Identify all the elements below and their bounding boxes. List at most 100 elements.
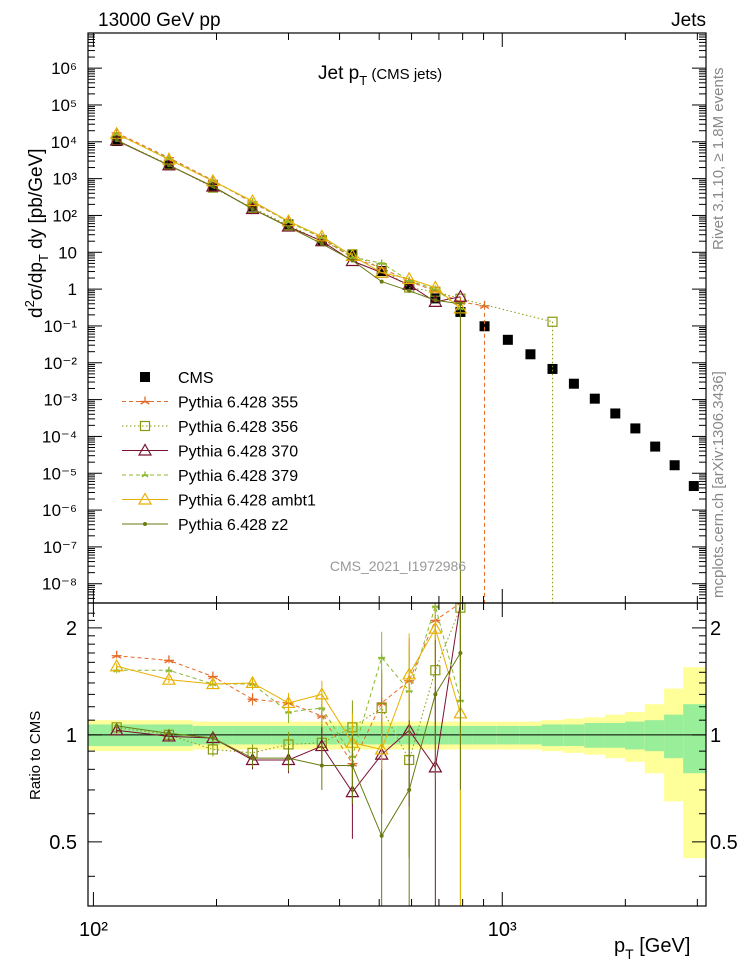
data-point xyxy=(428,280,443,293)
data-point xyxy=(161,672,176,685)
ratio-frame xyxy=(87,602,707,907)
side-label-top: Rivet 3.1.10, ≥ 1.8M events xyxy=(710,68,727,251)
data-point xyxy=(374,265,389,278)
data-point xyxy=(166,163,171,168)
data-point xyxy=(247,201,258,212)
data-point xyxy=(113,130,121,137)
data-point xyxy=(428,621,443,634)
data-point xyxy=(378,654,386,660)
ratio-y-tick-label-right: 2 xyxy=(710,618,721,640)
data-point xyxy=(669,460,680,471)
data-point xyxy=(286,224,291,229)
ratio-y-axis-label: Ratio to CMS xyxy=(27,711,44,800)
y-tick-label: 1 xyxy=(68,280,77,299)
legend-entry-label: Pythia 6.428 ambt1 xyxy=(178,493,316,510)
data-point xyxy=(249,197,257,204)
data-point xyxy=(350,258,355,263)
y-tick-label: 10⁶ xyxy=(51,59,77,78)
header-left: 13000 GeV pp xyxy=(98,10,221,31)
data-point xyxy=(286,756,291,761)
x-tick-label: 10² xyxy=(79,919,108,941)
data-point xyxy=(250,206,255,211)
uncertainty-band-inner xyxy=(664,714,684,759)
data-point xyxy=(589,393,600,404)
y-tick-label: 10⁴ xyxy=(51,133,77,152)
data-point xyxy=(630,423,641,434)
data-point xyxy=(319,241,324,246)
data-point xyxy=(376,262,387,271)
data-point xyxy=(207,671,218,680)
ratio-y-tick-label: 0.5 xyxy=(49,832,77,854)
data-point xyxy=(374,742,389,755)
side-label-bottom: mcplots.cern.ch [arXiv:1306.3436] xyxy=(710,371,727,598)
main-panel xyxy=(109,126,699,603)
header-right: Jets xyxy=(671,10,706,31)
ratio-y-tick-label-right: 1 xyxy=(710,725,721,747)
data-point xyxy=(314,687,329,700)
data-point xyxy=(207,744,218,755)
data-point xyxy=(139,420,151,432)
legend-entry-label: Pythia 6.428 379 xyxy=(178,468,298,485)
data-point xyxy=(378,259,386,266)
data-point xyxy=(547,363,558,374)
data-point xyxy=(402,667,417,680)
x-tick-label: 10³ xyxy=(488,919,517,941)
ratio-y-tick-label: 2 xyxy=(66,618,77,640)
data-point xyxy=(402,271,417,284)
data-point xyxy=(379,833,384,838)
legend-entry-label: CMS xyxy=(178,370,214,387)
data-point xyxy=(140,396,150,405)
data-point xyxy=(114,138,119,143)
analysis-watermark: CMS_2021_I1972986 xyxy=(330,558,466,574)
legend-entry-label: Pythia 6.428 355 xyxy=(178,395,298,412)
legend-entry-label: Pythia 6.428 356 xyxy=(178,419,298,436)
data-point xyxy=(245,193,260,207)
data-point xyxy=(143,522,147,526)
y-tick-label: 10⁻¹ xyxy=(43,317,77,336)
uncertainty-band-inner xyxy=(625,721,645,750)
y-tick-label: 10 xyxy=(58,243,77,262)
y-tick-label: 10⁻⁸ xyxy=(42,575,77,594)
data-point xyxy=(407,787,412,792)
data-point xyxy=(284,218,292,225)
data-point xyxy=(433,298,438,303)
uncertainty-band-inner xyxy=(683,704,706,774)
data-point xyxy=(350,763,355,768)
data-point xyxy=(379,279,384,284)
data-point xyxy=(245,675,260,689)
data-point xyxy=(165,155,173,161)
data-point xyxy=(165,666,173,673)
data-point xyxy=(650,441,661,452)
data-point xyxy=(141,471,149,478)
data-point xyxy=(109,133,124,146)
data-point xyxy=(161,729,176,742)
y-tick-label: 10⁻³ xyxy=(43,391,77,410)
data-point xyxy=(283,219,294,230)
data-point xyxy=(209,177,217,184)
y-tick-label: 10⁵ xyxy=(51,96,77,115)
data-point xyxy=(319,763,324,768)
uncertainty-band-inner xyxy=(644,720,665,752)
y-tick-label: 10⁻⁵ xyxy=(42,464,77,483)
data-point xyxy=(205,676,220,690)
data-point xyxy=(433,692,438,697)
y-tick-label: 10⁻² xyxy=(43,354,77,373)
data-point xyxy=(109,723,124,736)
data-point xyxy=(210,184,215,189)
data-point xyxy=(610,408,621,419)
y-axis-label: d2σ/dpT dy [pb/GeV] xyxy=(22,148,51,318)
data-point xyxy=(247,694,258,703)
legend-entry-label: Pythia 6.428 z2 xyxy=(178,517,288,534)
data-point xyxy=(210,735,215,740)
x-axis-label: pT [GeV] xyxy=(614,935,690,962)
data-point xyxy=(568,378,579,389)
data-point xyxy=(458,650,463,655)
data-point xyxy=(137,492,153,505)
legend-entry-label: Pythia 6.428 370 xyxy=(178,444,298,461)
ratio-y-tick-label-right: 0.5 xyxy=(710,832,738,854)
data-point xyxy=(502,334,513,345)
chart-title: Jet pT (CMS jets) xyxy=(318,63,442,88)
data-point xyxy=(109,659,124,672)
data-point xyxy=(140,372,150,382)
